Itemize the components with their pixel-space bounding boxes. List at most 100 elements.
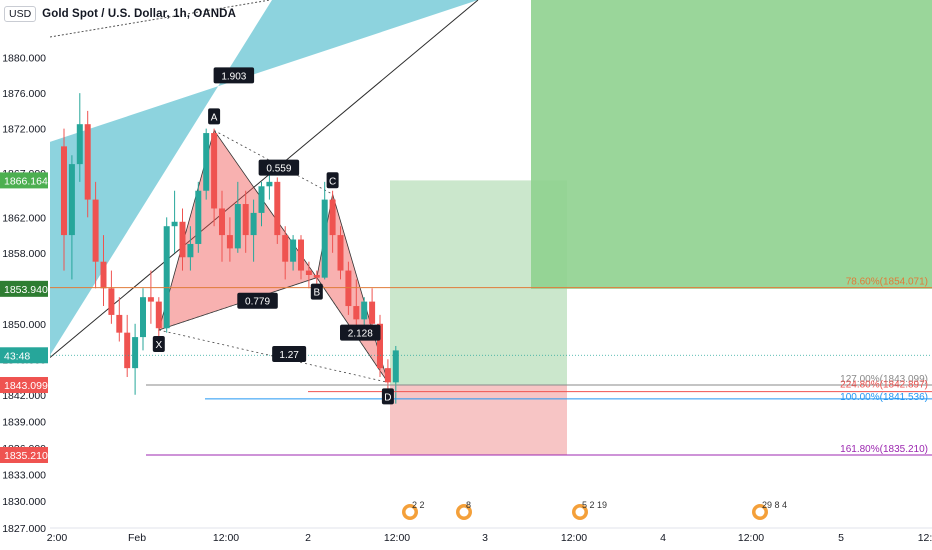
candle[interactable] [274, 181, 281, 236]
candle[interactable] [211, 133, 218, 209]
x-tick-label: 2 [305, 532, 311, 544]
price-tag [0, 377, 48, 394]
candle[interactable] [361, 301, 368, 320]
candle[interactable] [171, 221, 178, 227]
channel-upper-dotted [49, 0, 271, 38]
point-label-text: B [313, 288, 320, 299]
candle[interactable] [84, 124, 91, 200]
candle[interactable] [116, 314, 123, 333]
event-count: 2 2 [412, 500, 425, 510]
pattern-ratio-line [158, 329, 388, 383]
price-axis[interactable] [0, 0, 50, 528]
channel-fill [50, 0, 478, 356]
ratio-label-text: 0.779 [245, 297, 270, 308]
y-tick-label: 1830.000 [2, 496, 46, 508]
y-tick-label: 1839.000 [2, 416, 46, 428]
y-tick-label: 1880.000 [2, 53, 46, 65]
candle[interactable] [179, 221, 186, 258]
point-label-text: C [329, 176, 336, 187]
candle[interactable] [203, 133, 210, 191]
ratio-label [213, 67, 255, 84]
time-axis[interactable] [0, 528, 932, 550]
price-tag-label: 1835.210 [4, 450, 48, 462]
candle[interactable] [305, 270, 312, 275]
candle[interactable] [369, 301, 376, 324]
x-tick-label: 3 [482, 532, 488, 544]
ratio-label [258, 159, 300, 176]
candle[interactable] [392, 350, 399, 383]
candle[interactable] [155, 301, 162, 329]
candle[interactable] [266, 181, 273, 187]
ratio-label-text: 1.903 [221, 71, 246, 82]
y-tick-label: 1827.000 [2, 523, 46, 535]
candle[interactable] [377, 323, 383, 369]
candle[interactable] [337, 235, 344, 271]
candle[interactable] [250, 212, 257, 236]
event-icon-flag [459, 507, 469, 517]
candle[interactable] [298, 239, 304, 271]
point-label-x [152, 336, 165, 352]
candle[interactable] [140, 297, 146, 338]
y-tick-label: 1850.000 [2, 319, 46, 331]
x-tick-label: 12: [918, 532, 932, 544]
currency-selector[interactable]: USD [4, 6, 37, 22]
candle[interactable] [219, 208, 225, 236]
event-icon-flag [755, 507, 765, 517]
candle[interactable] [353, 306, 360, 320]
candle[interactable] [163, 226, 170, 329]
fib-level-label: 127.00%(1843.099) [840, 374, 928, 385]
candle[interactable] [242, 204, 249, 236]
point-label-text: A [211, 112, 218, 123]
candle[interactable] [195, 190, 202, 244]
point-label-d [381, 388, 394, 405]
long-position-loss [390, 385, 567, 455]
event-count: 29 8 4 [762, 500, 787, 510]
candle[interactable] [282, 235, 289, 262]
candle[interactable] [147, 297, 154, 302]
x-tick-label: 12:00 [738, 532, 764, 544]
candle[interactable] [384, 368, 391, 383]
candle[interactable] [92, 199, 99, 262]
symbol-title: Gold Spot / U.S. Dollar, 1h, OANDA [42, 8, 236, 20]
candle[interactable] [234, 204, 241, 249]
candle[interactable] [61, 146, 67, 236]
candle[interactable] [108, 288, 115, 315]
x-tick-label: 5 [838, 532, 844, 544]
x-tick-label: 4 [660, 532, 666, 544]
x-tick-label: 12:00 [561, 532, 587, 544]
candle[interactable] [132, 337, 139, 369]
candle[interactable] [313, 275, 320, 278]
candle[interactable] [321, 199, 328, 278]
target-zone [531, 0, 932, 289]
pattern-ratio-line [316, 277, 389, 383]
candle[interactable] [124, 332, 131, 369]
price-tag [0, 280, 48, 297]
candle[interactable] [258, 186, 265, 213]
fib-level-label: 78.60%(1854.071) [846, 277, 928, 288]
point-label-text: D [384, 392, 391, 403]
candle[interactable] [290, 239, 297, 262]
ratio-label [272, 345, 307, 362]
channel-line [49, 0, 479, 358]
y-tick-label: 1862.000 [2, 212, 46, 224]
fib-level-label: 161.80%(1835.210) [840, 444, 928, 455]
candle[interactable] [345, 270, 352, 307]
x-tick-label: 12:00 [384, 532, 410, 544]
candle[interactable] [187, 243, 194, 258]
ratio-label-text: 0.559 [266, 164, 291, 175]
point-label-a [208, 108, 221, 125]
price-tag-label: 1853.940 [4, 284, 48, 296]
candle[interactable] [226, 235, 233, 249]
price-tag [0, 446, 48, 463]
y-tick-label: 1833.000 [2, 470, 46, 482]
candle[interactable] [68, 164, 75, 236]
price-tag-label: 1843.099 [4, 380, 48, 392]
event-icon-flag [575, 507, 585, 517]
price-tag [0, 172, 48, 189]
price-tag-label: 1866.164 [4, 175, 48, 187]
candle[interactable] [76, 124, 83, 165]
candle[interactable] [100, 261, 107, 289]
candle[interactable] [329, 199, 336, 236]
event-count: 5 2 19 [582, 500, 607, 510]
